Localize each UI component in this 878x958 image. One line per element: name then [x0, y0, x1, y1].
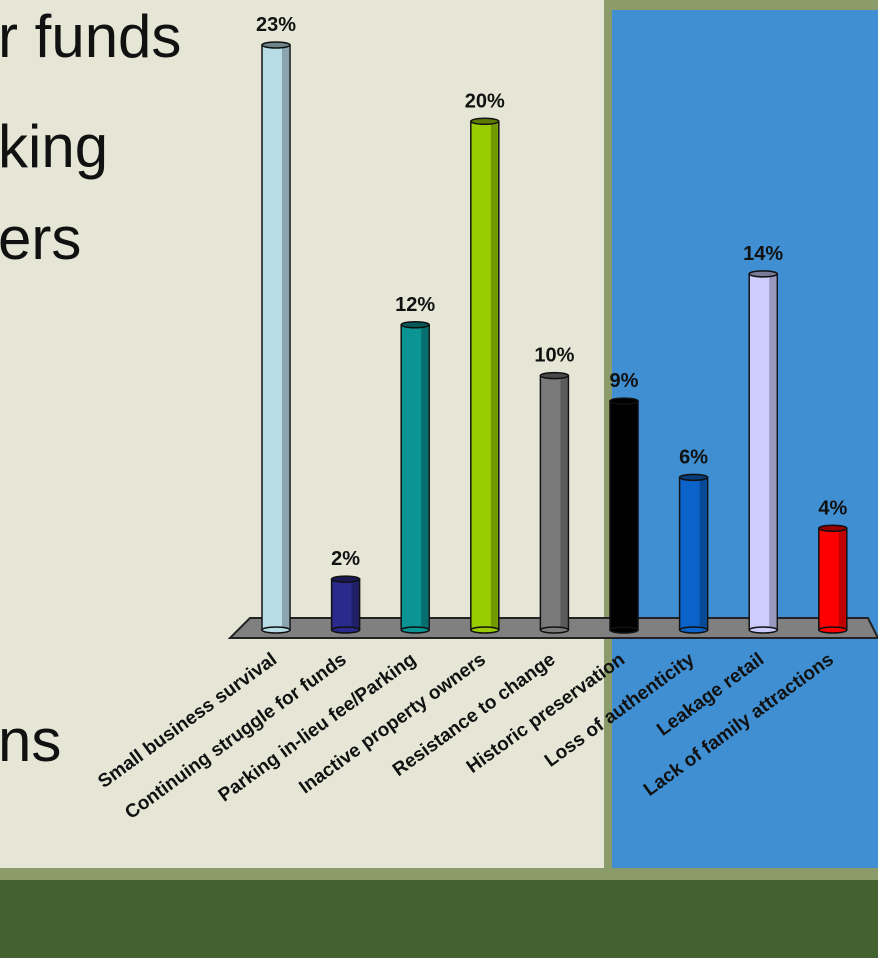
bullet-text-3: ers: [0, 205, 82, 272]
bar-shade: [630, 401, 637, 630]
bar-shade: [421, 324, 429, 630]
bar-shade: [769, 273, 777, 630]
bar-base: [330, 626, 361, 634]
bar-cap: [539, 371, 570, 380]
value-label-4: 20%: [465, 90, 505, 112]
bar-shade: [838, 528, 846, 630]
bar-1: [261, 41, 291, 634]
bar-base: [609, 626, 639, 634]
chart-value-labels: 23% 2% 12% 20% 10% 9% 6% 14% 4%: [256, 14, 847, 570]
bar-5: [539, 371, 570, 634]
bar-3: [400, 321, 430, 634]
bar-8: [748, 270, 778, 634]
value-label-8: 14%: [743, 243, 783, 265]
bar-cap: [678, 473, 709, 482]
bar-6: [609, 397, 639, 634]
bar-base: [748, 626, 778, 634]
bar-shade: [351, 579, 359, 630]
blue-panel-border: [604, 0, 612, 876]
bar-cap: [470, 117, 500, 126]
blue-panel: [604, 0, 878, 876]
bar-base: [539, 626, 570, 634]
value-label-1: 23%: [256, 14, 296, 36]
value-label-2: 2%: [331, 548, 360, 570]
bullet-text-2: king: [0, 113, 109, 180]
bar-base: [678, 626, 709, 634]
value-label-5: 10%: [534, 345, 574, 367]
bar-shade: [699, 477, 707, 630]
bar-base: [261, 626, 291, 634]
bar-cap: [261, 41, 291, 49]
footer-border: [0, 868, 878, 880]
bar-base: [400, 626, 430, 634]
blue-panel-top-border: [604, 0, 878, 10]
slide-background: [0, 0, 604, 876]
bar-cap: [330, 575, 361, 583]
bar-cap: [609, 397, 639, 405]
bar-shade: [282, 45, 289, 630]
bullet-text-4: ns: [0, 707, 62, 774]
bullet-text-1: r funds: [0, 3, 182, 70]
bar-shade: [560, 375, 568, 630]
bar-4: [470, 117, 500, 634]
value-label-3: 12%: [395, 294, 435, 316]
bar-base: [818, 626, 848, 634]
slide-footer-band: [0, 880, 878, 958]
value-label-9: 4%: [818, 497, 847, 519]
bar-cap: [400, 321, 430, 329]
bar-7: [678, 473, 709, 634]
bar-9: [818, 524, 848, 634]
bar-2: [330, 575, 361, 634]
bar-shade: [490, 121, 498, 630]
bar-cap: [818, 524, 848, 533]
bar-base: [470, 626, 500, 634]
chart-bars: [261, 41, 848, 634]
value-label-7: 6%: [679, 446, 708, 468]
bar-cap: [748, 270, 778, 278]
value-label-6: 9%: [610, 370, 639, 392]
